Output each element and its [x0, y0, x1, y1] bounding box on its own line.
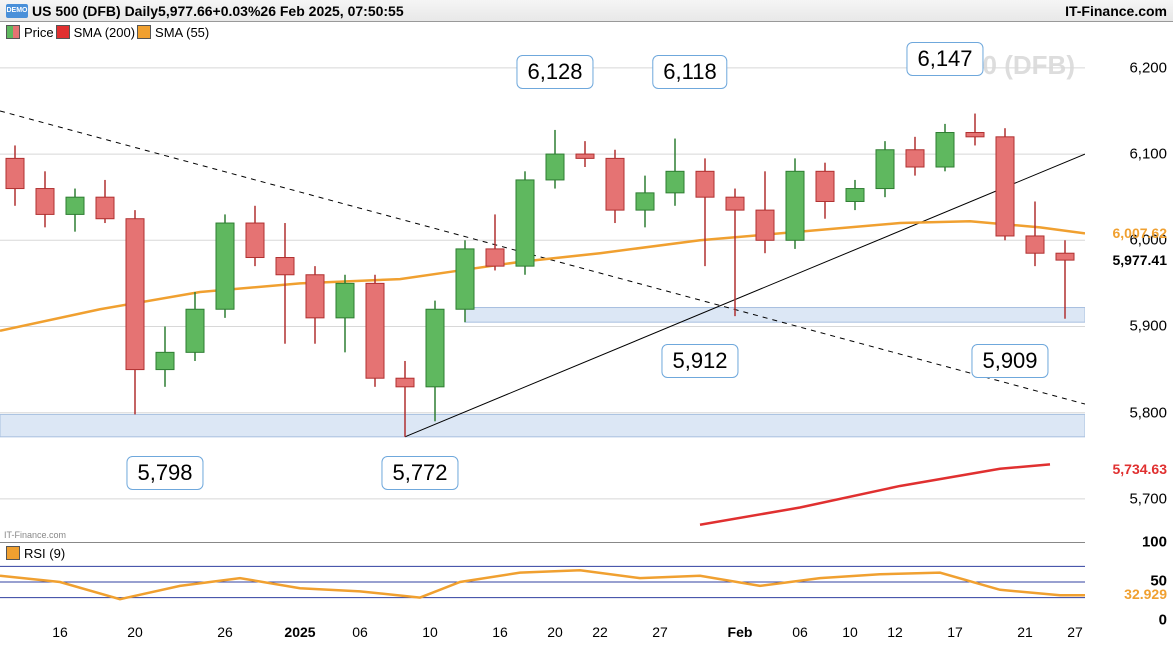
price-chart[interactable]: US 500 (DFB) 6,1286,1186,1475,9125,9095,… — [0, 42, 1085, 542]
legend: Price SMA (200) SMA (55) — [0, 22, 1173, 42]
x-tick: 21 — [1017, 624, 1033, 640]
price-annotation: 6,128 — [516, 55, 593, 89]
price-annotation: 5,772 — [381, 456, 458, 490]
x-tick: 06 — [792, 624, 808, 640]
y-tick: 5,700 — [1129, 490, 1167, 507]
rsi-svg — [0, 543, 1085, 621]
price-tag: 5,734.63 — [1109, 460, 1172, 478]
chart-header: DEMO US 500 (DFB) Daily 5,977.66 +0.03% … — [0, 0, 1173, 22]
x-tick: 10 — [422, 624, 438, 640]
price-annotation: 5,798 — [126, 456, 203, 490]
x-tick: 27 — [1067, 624, 1083, 640]
x-tick: Feb — [728, 624, 753, 640]
demo-badge: DEMO — [6, 4, 28, 18]
y-axis: 5,7005,8005,9006,0006,1006,2006,007.625,… — [1085, 42, 1173, 542]
y-tick: 6,100 — [1129, 146, 1167, 163]
sma200-swatch — [56, 25, 70, 39]
rsi-y-axis: 10050032.929 — [1085, 542, 1173, 620]
rsi-tick: 100 — [1142, 534, 1167, 551]
x-tick: 16 — [52, 624, 68, 640]
price-tag: 6,007.62 — [1109, 224, 1172, 242]
x-tick: 17 — [947, 624, 963, 640]
x-tick: 27 — [652, 624, 668, 640]
y-tick: 6,200 — [1129, 59, 1167, 76]
price-annotation: 5,909 — [971, 344, 1048, 378]
price-annotation: 5,912 — [661, 344, 738, 378]
rsi-panel[interactable]: RSI (9) — [0, 542, 1085, 620]
x-axis: 16 20 26 2025 06 10 16 20 22 27 Feb 06 10 12 17 21 27 — [0, 620, 1085, 660]
sma55-swatch — [137, 25, 151, 39]
y-tick: 5,800 — [1129, 404, 1167, 421]
price-annotation: 6,147 — [906, 42, 983, 76]
price-annotation: 6,118 — [652, 55, 727, 89]
legend-sma200: SMA (200) — [74, 25, 135, 40]
x-tick: 12 — [887, 624, 903, 640]
x-tick: 2025 — [284, 624, 315, 640]
header-change: +0.03% — [213, 3, 261, 19]
rsi-value-tag: 32.929 — [1120, 585, 1171, 603]
x-tick: 16 — [492, 624, 508, 640]
legend-sma55: SMA (55) — [155, 25, 209, 40]
x-tick: 26 — [217, 624, 233, 640]
x-tick: 06 — [352, 624, 368, 640]
price-swatch — [6, 25, 20, 39]
rsi-tick: 0 — [1159, 612, 1167, 629]
x-tick: 10 — [842, 624, 858, 640]
x-tick: 22 — [592, 624, 608, 640]
title-prefix: US 500 (DFB) Daily — [32, 3, 158, 19]
header-price: 5,977.66 — [158, 3, 213, 19]
legend-price: Price — [24, 25, 54, 40]
x-tick: 20 — [547, 624, 563, 640]
price-tag: 5,977.41 — [1109, 251, 1172, 269]
header-timestamp: 26 Feb 2025, 07:50:55 — [260, 3, 403, 19]
y-tick: 5,900 — [1129, 318, 1167, 335]
itf-small-label: IT-Finance.com — [4, 530, 66, 540]
x-tick: 20 — [127, 624, 143, 640]
header-source: IT-Finance.com — [1065, 3, 1167, 19]
